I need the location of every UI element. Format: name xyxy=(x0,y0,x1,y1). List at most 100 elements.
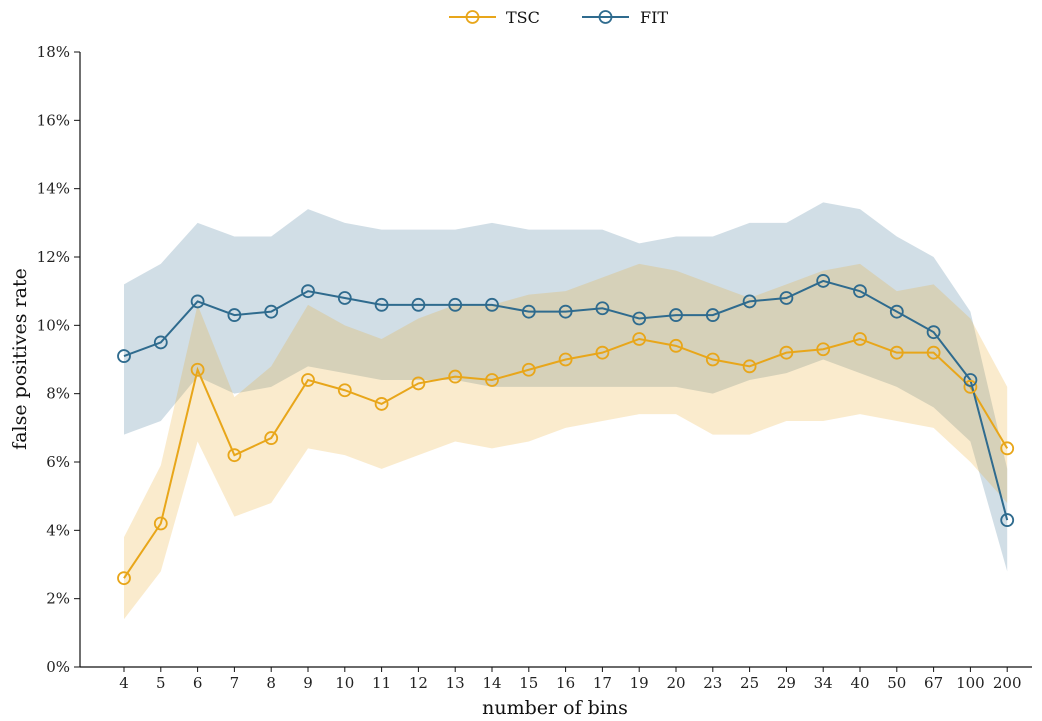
x-tick-label: 100 xyxy=(956,674,985,692)
fit-data-point xyxy=(227,308,242,322)
legend-tsc-marker xyxy=(465,10,480,24)
x-axis-title: number of bins xyxy=(482,697,628,719)
y-axis-title: false positives rate xyxy=(9,268,31,450)
fit-data-point xyxy=(779,291,794,305)
legend: TSC FIT xyxy=(449,8,668,27)
x-tick-label: 12 xyxy=(409,674,428,692)
y-tick-label: 0% xyxy=(46,658,70,676)
tsc-data-point xyxy=(816,342,831,357)
x-tick-label: 5 xyxy=(156,674,166,692)
legend-item-fit: FIT xyxy=(582,8,668,27)
fit-data-point xyxy=(595,301,610,316)
x-tick-label: 7 xyxy=(230,674,240,692)
tsc-data-point xyxy=(853,332,867,346)
confidence-bands xyxy=(124,202,1008,620)
tsc-data-point xyxy=(742,359,757,374)
tsc-data-point xyxy=(595,345,610,360)
series-points xyxy=(117,274,1015,586)
axes xyxy=(79,52,1032,668)
tsc-data-point xyxy=(705,352,720,367)
tsc-data-point xyxy=(337,383,352,398)
legend-item-tsc: TSC xyxy=(449,8,540,27)
x-tick-label: 20 xyxy=(666,674,685,692)
tsc-data-point xyxy=(264,431,279,445)
fit-data-point xyxy=(264,304,279,319)
tsc-data-point xyxy=(889,345,904,360)
legend-fit-marker xyxy=(598,10,613,24)
y-tick-label: 12% xyxy=(37,248,70,266)
series-lines xyxy=(123,279,1009,579)
y-tick-label: 16% xyxy=(37,111,70,129)
x-tick-label: 19 xyxy=(630,674,649,692)
fit-data-point xyxy=(1000,513,1015,527)
x-tick-label: 13 xyxy=(446,674,465,692)
fit-data-point xyxy=(705,308,720,322)
fit-data-point xyxy=(926,325,941,340)
tsc-data-point xyxy=(632,332,647,346)
tsc-data-point xyxy=(411,376,426,391)
tsc-series-line xyxy=(123,337,1009,579)
x-tick-label: 14 xyxy=(482,674,501,692)
fit-data-point xyxy=(411,297,426,312)
x-tick-label: 29 xyxy=(777,674,796,692)
fit-data-point xyxy=(301,284,315,299)
x-tick-label: 25 xyxy=(740,674,759,692)
x-tick-label: 8 xyxy=(266,674,276,692)
fit-data-point xyxy=(669,308,683,322)
y-tick-label: 6% xyxy=(46,453,70,471)
fit-data-point xyxy=(153,335,168,350)
tsc-data-point xyxy=(963,379,978,394)
x-tick-label: 15 xyxy=(519,674,538,692)
fit-data-point xyxy=(117,349,131,363)
x-tick-label: 9 xyxy=(303,674,313,692)
fit-data-point xyxy=(448,297,463,312)
x-tick-label: 6 xyxy=(193,674,203,692)
x-tick-label: 11 xyxy=(372,674,391,692)
x-tick-label: 10 xyxy=(335,674,354,692)
fit-data-point xyxy=(963,373,978,387)
fit-data-point xyxy=(816,274,831,288)
fit-data-point xyxy=(742,294,757,309)
x-tick-label: 200 xyxy=(993,674,1022,692)
y-tick-label: 14% xyxy=(37,180,70,198)
tsc-data-point xyxy=(374,397,389,411)
tsc-data-point xyxy=(117,571,131,586)
y-ticks: 0% 2% 4% 6% 8% 10% 12% 14% 16% 18% xyxy=(37,43,80,676)
tsc-data-point xyxy=(301,373,315,387)
tsc-data-point xyxy=(1000,441,1015,456)
tsc-data-point xyxy=(669,338,683,353)
tsc-data-point xyxy=(926,345,941,360)
tsc-data-point xyxy=(521,362,536,377)
tsc-data-point xyxy=(153,516,168,531)
y-tick-label: 10% xyxy=(37,316,70,334)
fit-data-point xyxy=(889,304,904,319)
tsc-data-point xyxy=(448,369,463,384)
fit-data-point xyxy=(521,304,536,319)
fit-data-point xyxy=(485,297,499,312)
x-tick-label: 16 xyxy=(556,674,575,692)
y-tick-label: 8% xyxy=(46,385,70,403)
legend-tsc-label: TSC xyxy=(506,8,540,27)
tsc-data-point xyxy=(485,373,499,387)
fit-data-point xyxy=(190,294,205,309)
x-ticks: 4 5 6 7 8 9 10 11 12 13 14 15 16 17 19 20 23 25 29 34 40 50 67… xyxy=(119,667,1022,692)
fit-series-line xyxy=(123,279,1009,521)
x-tick-label: 67 xyxy=(924,674,943,692)
fit-data-point xyxy=(632,311,647,326)
tsc-data-point xyxy=(558,352,573,367)
fit-data-point xyxy=(853,284,867,299)
y-tick-label: 2% xyxy=(46,590,70,608)
x-tick-label: 23 xyxy=(703,674,722,692)
fit-confidence-band xyxy=(124,202,1008,572)
y-tick-label: 18% xyxy=(37,43,70,61)
x-tick-label: 4 xyxy=(119,674,129,692)
tsc-data-point xyxy=(779,345,794,360)
y-tick-label: 4% xyxy=(46,521,70,539)
fit-data-point xyxy=(558,304,573,319)
legend-fit-label: FIT xyxy=(640,8,668,27)
x-tick-label: 40 xyxy=(850,674,869,692)
x-tick-label: 50 xyxy=(887,674,906,692)
fit-data-point xyxy=(374,297,389,312)
x-tick-label: 17 xyxy=(593,674,612,692)
